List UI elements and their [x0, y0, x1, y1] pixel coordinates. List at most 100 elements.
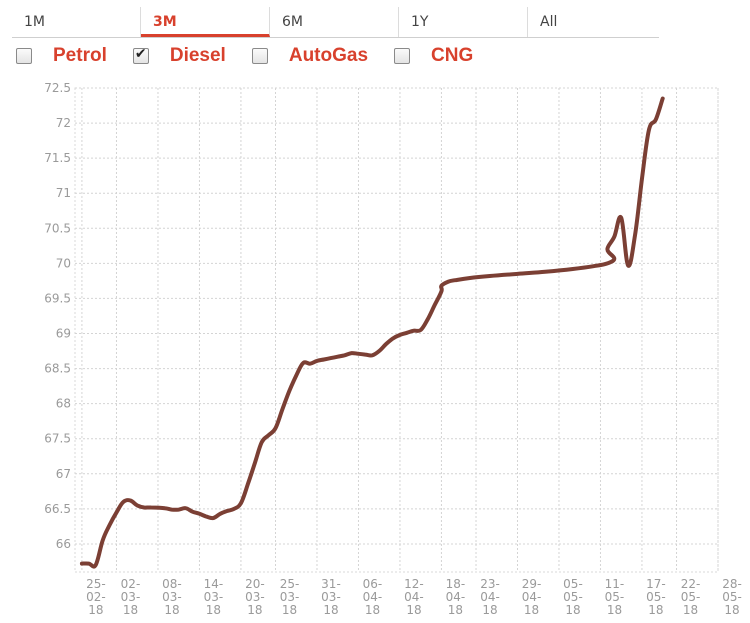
- x-tick-label-line: 18: [247, 603, 262, 617]
- x-tick-label-line: 03-: [162, 590, 182, 604]
- x-tick-label-line: 18: [282, 603, 297, 617]
- x-tick-label-line: 11-: [605, 577, 625, 591]
- diesel-checkbox[interactable]: [132, 46, 149, 64]
- x-tick-label-line: 03-: [121, 590, 141, 604]
- x-tick-label-line: 25-: [280, 577, 300, 591]
- x-tick-label-line: 18: [123, 603, 138, 617]
- x-tick-label-line: 03-: [280, 590, 300, 604]
- x-tick-label-line: 18: [683, 603, 698, 617]
- x-tick-label-line: 14-: [204, 577, 224, 591]
- x-tick-label: 12-04-18: [404, 577, 424, 617]
- x-tick-label-line: 28-: [722, 577, 742, 591]
- x-tick-label-line: 03-: [321, 590, 341, 604]
- y-tick-label: 69: [56, 327, 71, 341]
- diesel-label: Diesel: [169, 45, 226, 66]
- x-tick-label-line: 05-: [646, 590, 666, 604]
- x-tick-label-line: 31-: [321, 577, 341, 591]
- x-tick-label-line: 20-: [245, 577, 265, 591]
- autogas-label: AutoGas: [288, 45, 369, 66]
- x-tick-label-line: 18-: [446, 577, 466, 591]
- x-tick-label-line: 05-: [605, 590, 625, 604]
- x-tick-label-line: 04-: [480, 590, 500, 604]
- x-tick-label-line: 06-: [363, 577, 383, 591]
- y-axis: 66 66.5 67 67.5 68 68.5 69 69.5 70 70.5 71 71.5 72 72…: [44, 81, 71, 551]
- y-tick-label: 66: [56, 537, 71, 551]
- x-tick-label: 02-03-18: [121, 577, 141, 617]
- filter-diesel[interactable]: Diesel: [132, 45, 226, 67]
- x-tick-label: 08-03-18: [162, 577, 182, 617]
- x-tick-label-line: 18: [206, 603, 221, 617]
- x-tick-label-line: 12-: [404, 577, 424, 591]
- filter-autogas[interactable]: AutoGas: [251, 45, 369, 67]
- x-tick-label-line: 04-: [404, 590, 424, 604]
- x-tick-label-line: 17-: [646, 577, 666, 591]
- filter-cng[interactable]: CNG: [394, 45, 473, 67]
- x-tick-label-line: 18: [88, 603, 103, 617]
- x-tick-label-line: 05-: [563, 577, 583, 591]
- x-tick-label-line: 18: [724, 603, 739, 617]
- y-tick-label: 66.5: [44, 502, 71, 516]
- range-tabs: 1M 3M 6M 1Y All: [12, 7, 659, 38]
- tab-3m[interactable]: 3M: [141, 7, 270, 37]
- x-tick-label-line: 03-: [245, 590, 265, 604]
- x-tick-label-line: 05-: [722, 590, 742, 604]
- y-tick-label: 71: [56, 186, 71, 200]
- x-tick-label-line: 18: [406, 603, 421, 617]
- x-tick-label-line: 02-: [121, 577, 141, 591]
- x-tick-label-line: 18: [448, 603, 463, 617]
- x-tick-label: 18-04-18: [446, 577, 466, 617]
- x-tick-label-line: 18: [524, 603, 539, 617]
- y-tick-label: 71.5: [44, 151, 71, 165]
- x-tick-label: 22-05-18: [681, 577, 701, 617]
- x-tick-label-line: 05-: [563, 590, 583, 604]
- petrol-label: Petrol: [53, 45, 107, 66]
- x-tick-label-line: 22-: [681, 577, 701, 591]
- x-tick-label: 05-05-18: [563, 577, 583, 617]
- chart-grid: [74, 87, 719, 573]
- x-tick-label: 14-03-18: [204, 577, 224, 617]
- tab-1y[interactable]: 1Y: [399, 7, 528, 37]
- x-tick-label-line: 04-: [522, 590, 542, 604]
- tab-1m[interactable]: 1M: [12, 7, 141, 37]
- y-tick-label: 67: [56, 467, 71, 481]
- x-tick-label-line: 23-: [480, 577, 500, 591]
- y-tick-label: 68: [56, 397, 71, 411]
- y-tick-label: 70.5: [44, 221, 71, 235]
- y-tick-label: 72.5: [44, 81, 71, 95]
- x-tick-label-line: 18: [482, 603, 497, 617]
- x-tick-label: 20-03-18: [245, 577, 265, 617]
- x-tick-label-line: 18: [164, 603, 179, 617]
- x-axis: 25-02-1802-03-1808-03-1814-03-1820-03-18…: [86, 577, 742, 617]
- x-tick-label: 17-05-18: [646, 577, 666, 617]
- x-tick-label-line: 04-: [363, 590, 383, 604]
- x-tick-label: 11-05-18: [605, 577, 625, 617]
- x-tick-label: 28-05-18: [722, 577, 742, 617]
- petrol-checkbox[interactable]: [16, 48, 32, 64]
- x-tick-label-line: 02-: [86, 590, 106, 604]
- x-tick-label: 23-04-18: [480, 577, 500, 617]
- x-tick-label-line: 29-: [522, 577, 542, 591]
- x-tick-label: 25-02-18: [86, 577, 106, 617]
- x-tick-label-line: 05-: [681, 590, 701, 604]
- x-tick-label-line: 03-: [204, 590, 224, 604]
- y-tick-label: 68.5: [44, 362, 71, 376]
- x-tick-label-line: 18: [323, 603, 338, 617]
- x-tick-label: 06-04-18: [363, 577, 383, 617]
- x-tick-label-line: 18: [648, 603, 663, 617]
- y-tick-label: 70: [56, 256, 71, 270]
- diesel-price-line: [79, 96, 665, 569]
- tab-6m[interactable]: 6M: [270, 7, 399, 37]
- x-tick-label-line: 18: [365, 603, 380, 617]
- x-tick-label-line: 04-: [446, 590, 466, 604]
- cng-checkbox[interactable]: [394, 48, 411, 64]
- filter-petrol[interactable]: Petrol: [16, 45, 107, 67]
- y-tick-label: 69.5: [44, 291, 71, 305]
- plot-border: [74, 87, 719, 573]
- x-tick-label-line: 25-: [86, 577, 106, 591]
- x-tick-label-line: 18: [565, 603, 580, 617]
- x-tick-label: 29-04-18: [522, 577, 542, 617]
- tab-all[interactable]: All: [540, 14, 558, 30]
- y-tick-label: 72: [56, 116, 71, 130]
- autogas-checkbox[interactable]: [251, 48, 268, 64]
